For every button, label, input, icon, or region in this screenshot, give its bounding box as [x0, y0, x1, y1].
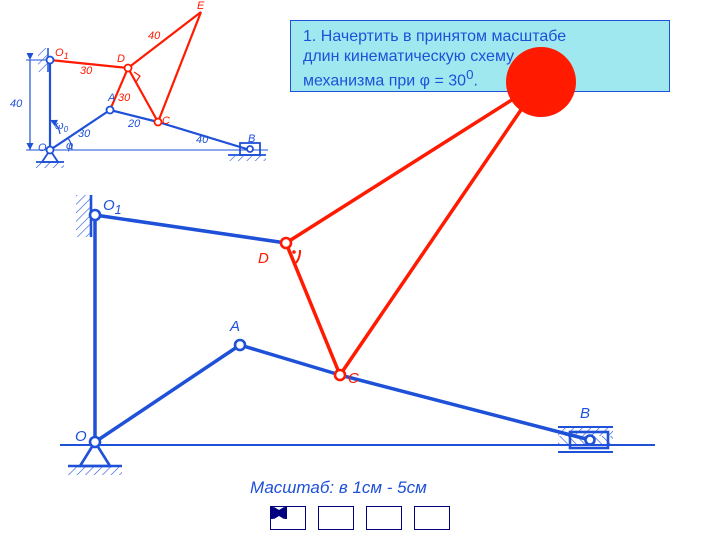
lbl-O: O [75, 428, 87, 445]
nav-next-button[interactable] [366, 506, 402, 530]
lbl-E-thumb: E [197, 0, 204, 12]
instruction-box: 1. Начертить в принятом масштабе длин ки… [290, 20, 670, 92]
dim-30-O1D: 30 [80, 65, 92, 77]
dim-30-AD: 30 [118, 92, 130, 104]
dim-40-DE: 40 [148, 30, 160, 42]
nav-last-icon [270, 506, 288, 520]
dim-30-OA: 30 [78, 128, 90, 140]
lbl-A-thumb: A [108, 92, 115, 104]
lbl-A: A [230, 318, 240, 335]
scale-text: Масштаб: в 1см - 5см [250, 478, 427, 498]
lbl-C-thumb: C [162, 115, 170, 127]
lbl-O1: O1 [103, 197, 122, 217]
phi-label: φ [66, 140, 73, 152]
dim-40-left: 40 [10, 98, 22, 110]
instruction-line2: длин кинематическую схему [303, 48, 514, 65]
dim-40-CB: 40 [196, 134, 208, 146]
lbl-O-thumb: O [38, 142, 47, 154]
thumbnail-diagram [26, 12, 268, 168]
instruction-line3: механизма при φ = 30 [303, 72, 466, 89]
lbl-B-thumb: B [248, 133, 255, 145]
main-diagram [60, 82, 655, 475]
lbl-D-thumb: D [117, 53, 125, 65]
lbl-O1-thumb: O1 [55, 47, 69, 61]
instruction-sup: 0 [466, 67, 473, 82]
nav-prev-button[interactable] [318, 506, 354, 530]
nav-last-button[interactable] [414, 506, 450, 530]
lbl-C: C [348, 370, 359, 387]
dim-20-AC: 20 [128, 118, 140, 130]
instruction-after: . [474, 72, 478, 89]
instruction-line1: 1. Начертить в принятом масштабе [303, 28, 566, 45]
nav-bar [270, 506, 450, 530]
lbl-B: B [580, 405, 590, 422]
lbl-D: D [258, 250, 269, 267]
omega-label: ω0 [55, 120, 68, 134]
